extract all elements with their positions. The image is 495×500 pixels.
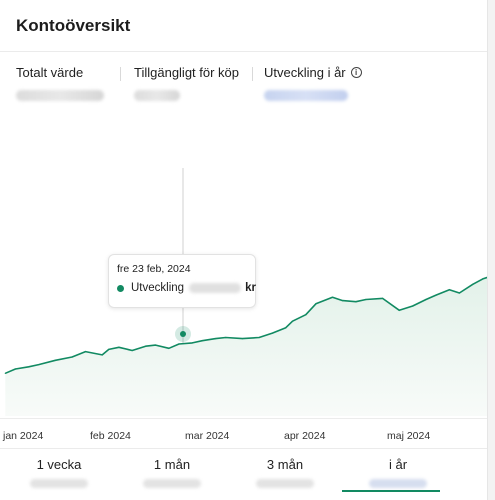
chart-tooltip: fre 23 feb, 2024 Utveckling kr: [108, 254, 256, 308]
available-label: Tillgängligt för köp: [134, 65, 240, 80]
data-point: [425, 298, 427, 301]
x-tick-label: maj 2024: [387, 430, 431, 442]
data-point: [331, 296, 334, 298]
title-divider: [0, 51, 487, 52]
data-point: [108, 348, 110, 350]
data-point: [155, 344, 157, 346]
info-icon[interactable]: i: [350, 67, 362, 78]
data-point: [412, 305, 414, 307]
x-tick-label: feb 2024: [90, 430, 131, 442]
data-point: [225, 336, 227, 339]
panel-title: Kontoöversikt: [16, 16, 131, 35]
data-point: [458, 292, 460, 294]
tooltip-date: fre 23 feb, 2024: [117, 263, 191, 275]
tooltip-value-redacted: [189, 283, 242, 293]
data-point: [201, 340, 203, 342]
data-point: [305, 314, 307, 316]
data-point: [168, 347, 170, 349]
tab-value-redacted: [369, 479, 427, 488]
data-point: [271, 332, 273, 334]
tab-value-redacted: [256, 479, 314, 488]
data-point: [145, 345, 147, 347]
data-point: [342, 300, 344, 302]
summary-divider: [120, 67, 121, 81]
tab-value-redacted: [30, 479, 88, 488]
data-point: [38, 364, 40, 366]
data-point: [315, 303, 317, 305]
tab-3-months[interactable]: 3 mån: [228, 449, 342, 500]
summary-change: Utveckling i år i: [264, 65, 374, 101]
data-point: [191, 342, 193, 344]
tab-label: 3 mån: [266, 457, 304, 472]
tab-this-year[interactable]: i år: [341, 449, 455, 500]
summary-divider: [252, 67, 253, 81]
data-point: [435, 294, 437, 296]
tab-label: i år: [388, 457, 408, 472]
legend-dot-icon: [117, 284, 124, 292]
x-tick-label: mar 2024: [185, 430, 230, 442]
data-point: [482, 278, 484, 280]
data-point: [131, 349, 133, 352]
data-point: [71, 356, 73, 358]
data-point: [241, 338, 243, 340]
tooltip-unit: kr: [245, 282, 256, 294]
data-point: [291, 320, 294, 322]
data-point: [118, 346, 120, 348]
change-value-redacted: [264, 90, 348, 101]
x-axis-line: [0, 418, 487, 419]
series-points: [4, 278, 484, 374]
data-point: [448, 289, 450, 291]
data-point: [398, 309, 400, 311]
summary-total: Totalt värde: [16, 65, 112, 101]
data-point: [472, 283, 474, 285]
data-point: [258, 336, 260, 339]
summary-available: Tillgängligt för köp: [134, 65, 246, 101]
x-tick-label: apr 2024: [284, 430, 326, 442]
data-point: [101, 354, 103, 356]
data-point: [54, 359, 57, 361]
data-point: [215, 338, 217, 340]
data-point: [4, 372, 6, 374]
tab-value-redacted: [143, 479, 201, 488]
total-value-redacted: [16, 90, 104, 101]
data-point: [28, 366, 30, 368]
data-point: [285, 327, 287, 329]
x-axis-labels: jan 2024 feb 2024 mar 2024 apr 2024 maj …: [0, 430, 487, 444]
active-tab-indicator: [342, 490, 440, 492]
period-tabs: 1 vecka 1 mån 3 mån i år: [0, 448, 487, 500]
performance-chart[interactable]: [0, 110, 488, 420]
tab-1-week[interactable]: 1 vecka: [2, 449, 116, 500]
data-point: [355, 301, 357, 303]
available-value-redacted: [134, 90, 180, 101]
hover-marker: [180, 331, 186, 337]
summary-row: Totalt värde Tillgängligt för köp Utveck…: [0, 65, 487, 105]
data-point: [382, 297, 384, 299]
tab-label: 1 mån: [153, 457, 191, 472]
tab-1-month[interactable]: 1 mån: [115, 449, 229, 500]
x-tick-label: jan 2024: [3, 430, 44, 442]
change-label: Utveckling i år: [264, 65, 346, 80]
data-point: [178, 343, 180, 345]
series-area-fill: [5, 277, 487, 416]
data-point: [365, 298, 367, 301]
tab-label: 1 vecka: [36, 457, 82, 472]
tooltip-series-label: Utveckling: [131, 282, 185, 294]
total-value-label: Totalt värde: [16, 65, 84, 80]
data-point: [84, 351, 87, 353]
data-point: [14, 368, 16, 370]
